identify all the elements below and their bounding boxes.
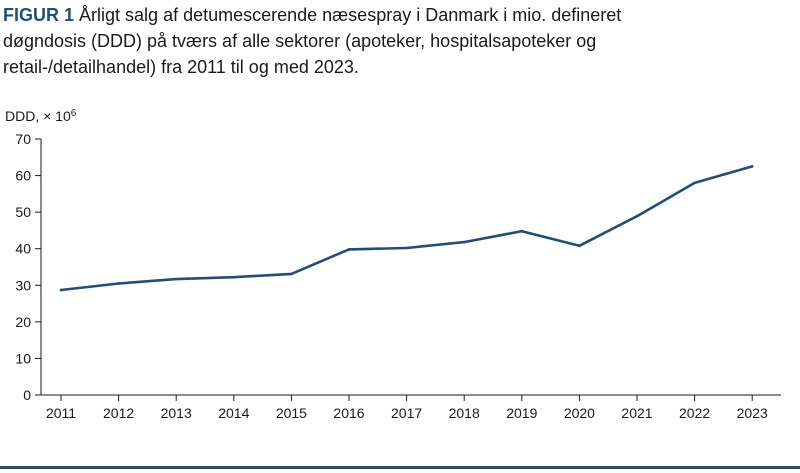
series-line-0 [59, 165, 754, 292]
x-tick-label: 2014 [218, 405, 249, 421]
y-axis-unit-label: DDD, × 106 [5, 108, 76, 124]
data-point [59, 288, 63, 292]
x-tick-label: 2018 [449, 405, 480, 421]
x-tick-label: 2011 [46, 405, 76, 421]
figure-caption-text: Årligt salg af detumescerende næsespray … [3, 5, 622, 77]
x-tick-label: 2017 [391, 405, 422, 421]
y-tick-label: 50 [15, 204, 31, 220]
y-tick-label: 10 [15, 350, 31, 366]
x-tick-label: 2015 [276, 405, 307, 421]
x-axis: 2011 2012 2013 2014 2015 2016 2017 2018 2019 2020… [41, 394, 781, 421]
data-point [232, 275, 236, 279]
figure-label: FIGUR 1 [3, 5, 75, 25]
data-point [520, 229, 524, 233]
y-tick-label: 30 [15, 277, 31, 293]
y-axis-unit-base: DDD, × 10 [5, 108, 71, 124]
x-tick-label: 2012 [103, 405, 134, 421]
y-tick-label: 60 [15, 168, 31, 184]
x-tick-label: 2013 [161, 405, 192, 421]
data-point [290, 272, 293, 276]
y-tick-label: 0 [23, 387, 31, 403]
bottom-rule [0, 466, 800, 469]
data-point [462, 240, 466, 244]
y-tick-label: 70 [15, 131, 31, 147]
x-tick-label: 2022 [679, 405, 710, 421]
x-tick-label: 2020 [564, 405, 595, 421]
y-tick-label: 20 [15, 314, 31, 330]
y-axis-unit-exponent: 6 [70, 108, 77, 119]
data-point [405, 246, 408, 250]
data-point [578, 244, 581, 248]
x-tick-label: 2023 [737, 405, 768, 421]
data-point [750, 165, 754, 168]
data-point [693, 181, 696, 185]
data-point [117, 282, 120, 285]
y-tick-label: 40 [15, 241, 31, 257]
data-point [174, 277, 178, 281]
series-group [59, 165, 754, 292]
data-point [347, 248, 351, 251]
x-tick-label: 2016 [333, 405, 364, 421]
figure-caption: FIGUR 1 Årligt salg af detumescerende næ… [3, 2, 703, 80]
x-tick-label: 2021 [621, 405, 652, 421]
data-point [635, 214, 639, 218]
y-axis: 0 10 20 30 40 50 60 70 [15, 131, 42, 403]
x-tick-label: 2019 [506, 405, 537, 421]
